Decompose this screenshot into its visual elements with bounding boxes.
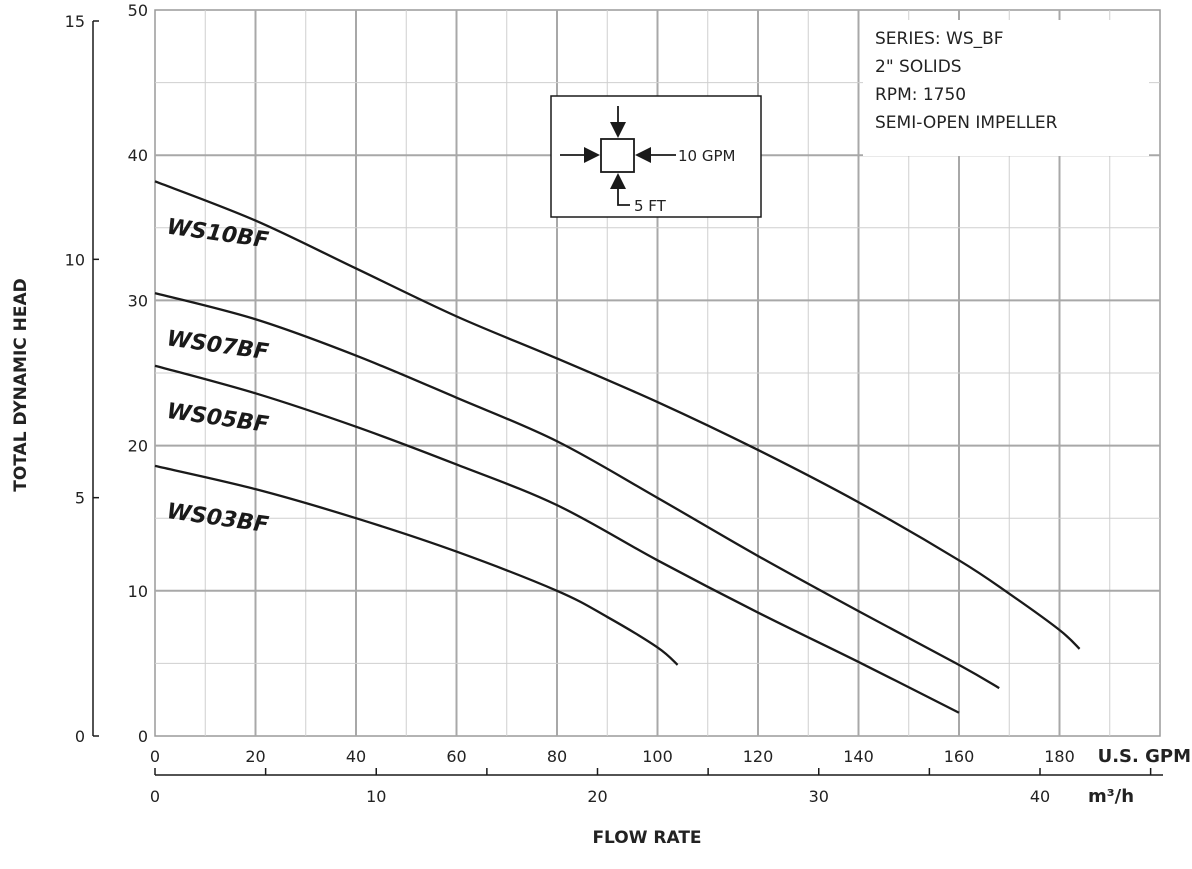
x2-tick-label: 10 [366, 787, 386, 806]
y-tick-label: 40 [128, 146, 148, 165]
x-tick-label: 0 [150, 747, 160, 766]
curve-ws10bf [154, 180, 1081, 650]
x-tick-label: 60 [446, 747, 466, 766]
curve-ws07bf [154, 292, 1000, 690]
scale-legend-gpm: 10 GPM [678, 147, 735, 165]
x-tick-label: 40 [346, 747, 366, 766]
x-unit-label: U.S. GPM [1098, 746, 1191, 767]
x2-unit-label: m³/h [1088, 786, 1134, 807]
x-tick-label: 20 [245, 747, 265, 766]
x2-tick-label: 30 [809, 787, 829, 806]
x-tick-label: 120 [743, 747, 774, 766]
secondary-y-axis: 0 5 10 15 [65, 12, 99, 746]
arrow-left-icon [635, 147, 651, 163]
y-tick-label: 30 [128, 291, 148, 310]
y-axis-title: TOTAL DYNAMIC HEAD [11, 278, 31, 492]
curves [154, 180, 1081, 714]
curve-ws05bf [154, 364, 960, 714]
scale-legend-ft: 5 FT [634, 197, 667, 215]
x-tick-label: 140 [843, 747, 874, 766]
tick-labels: 0 20 40 60 80 100 120 140 160 180 0 10 20 30 40 50 [128, 1, 1075, 766]
y-tick-label: 0 [138, 727, 148, 746]
y2-tick-label: 10 [65, 250, 85, 269]
x-tick-label: 180 [1044, 747, 1075, 766]
y2-tick-label: 5 [75, 489, 85, 508]
y-tick-label: 10 [128, 582, 148, 601]
x2-tick-label: 20 [587, 787, 607, 806]
x-tick-label: 80 [547, 747, 567, 766]
x-axis-title: FLOW RATE [592, 828, 701, 848]
note-rpm: RPM: 1750 [875, 85, 966, 105]
y2-tick-label: 0 [75, 727, 85, 746]
note-solids: 2" SOLIDS [875, 57, 962, 77]
x2-tick-label: 0 [150, 787, 160, 806]
y2-tick-label: 15 [65, 12, 85, 31]
curve-ws03bf [154, 464, 679, 666]
x-tick-label: 100 [642, 747, 673, 766]
y-tick-label: 20 [128, 437, 148, 456]
y-tick-label: 50 [128, 1, 148, 20]
x2-tick-label: 40 [1030, 787, 1050, 806]
secondary-x-axis: 0 10 20 30 40 [150, 768, 1163, 806]
note-impeller: SEMI-OPEN IMPELLER [875, 113, 1058, 133]
notes-background [863, 20, 1149, 156]
arrow-up-icon [610, 173, 626, 189]
scale-square [600, 138, 635, 173]
note-series: SERIES: WS_BF [875, 29, 1004, 49]
scale-legend: 10 GPM 5 FT [550, 95, 762, 218]
x-tick-label: 160 [944, 747, 975, 766]
